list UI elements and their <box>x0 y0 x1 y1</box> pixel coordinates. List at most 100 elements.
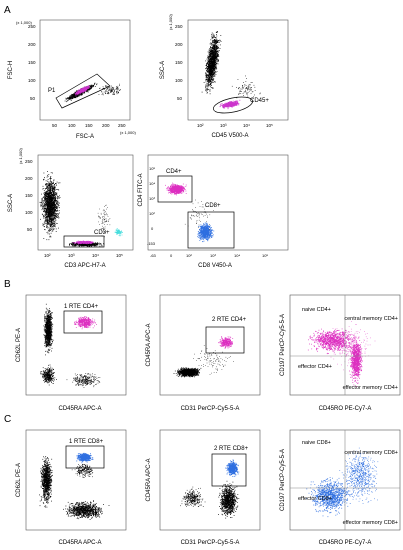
event-dot <box>248 88 250 90</box>
event-dot <box>79 90 81 91</box>
event-dot <box>207 63 208 65</box>
event-dot <box>48 184 50 185</box>
event-dot <box>105 93 106 94</box>
event-dot <box>215 65 217 67</box>
event-dot <box>212 63 214 65</box>
event-dot <box>91 87 92 89</box>
event-dot <box>51 185 53 187</box>
event-dot <box>47 206 48 208</box>
event-dot <box>217 54 219 55</box>
event-dot <box>83 88 84 90</box>
event-dot <box>45 195 47 197</box>
event-dot <box>46 227 47 228</box>
event-dot <box>243 87 244 89</box>
event-dot <box>205 73 207 75</box>
event-dot <box>42 214 44 215</box>
event-dot <box>219 48 221 49</box>
event-dot <box>223 107 225 109</box>
event-dot <box>213 34 215 36</box>
event-dot <box>210 76 212 78</box>
event-dot <box>99 242 100 244</box>
event-dot <box>45 212 47 214</box>
event-dot <box>50 204 51 205</box>
event-dot <box>49 216 50 218</box>
event-dot <box>117 88 118 90</box>
event-dot <box>209 48 210 50</box>
event-dot <box>55 184 57 186</box>
event-dot <box>45 218 46 220</box>
event-dot <box>99 87 101 89</box>
event-dot <box>48 207 50 209</box>
event-dot <box>94 86 96 87</box>
event-dot <box>210 74 212 76</box>
event-dot <box>46 239 48 241</box>
event-dot <box>45 205 47 207</box>
event-dot <box>52 205 54 207</box>
event-dot <box>214 61 215 63</box>
event-dot <box>214 36 215 38</box>
event-dot <box>49 204 50 206</box>
event-dot <box>54 186 55 188</box>
event-dot <box>47 179 49 180</box>
event-dot <box>49 193 51 194</box>
event-dot <box>46 213 48 215</box>
event-dot <box>245 75 246 77</box>
event-dot <box>235 104 237 106</box>
event-dot <box>50 214 52 216</box>
event-dot <box>211 54 213 56</box>
event-dot <box>48 194 50 196</box>
event-dot <box>111 91 113 92</box>
event-dot <box>110 89 112 91</box>
event-dot <box>207 70 209 72</box>
event-dot <box>244 91 246 92</box>
event-dot <box>43 211 45 212</box>
event-dot <box>77 92 78 94</box>
event-dot <box>47 201 48 203</box>
event-dot <box>214 53 216 55</box>
event-dot <box>74 97 76 98</box>
event-dot <box>211 76 213 77</box>
event-dot <box>207 77 208 78</box>
event-dot <box>94 83 95 84</box>
event-dot <box>56 181 58 183</box>
event-dot <box>230 101 232 103</box>
event-dot <box>214 70 215 71</box>
event-dot <box>75 96 77 98</box>
event-dot <box>64 100 66 102</box>
event-dot <box>50 229 52 230</box>
event-dot <box>116 92 117 93</box>
event-dot <box>213 53 214 55</box>
event-dot <box>52 230 54 232</box>
event-dot <box>48 191 50 193</box>
event-dot <box>251 82 253 83</box>
event-dot <box>75 93 77 94</box>
plot-frame <box>37 154 134 251</box>
event-dot <box>56 201 58 203</box>
event-dot <box>110 92 112 93</box>
event-dot <box>213 81 215 83</box>
event-dot <box>46 176 48 178</box>
event-dot <box>69 97 70 99</box>
event-dot <box>247 92 249 93</box>
event-dot <box>211 61 213 63</box>
event-dot <box>217 61 219 62</box>
event-dot <box>47 231 49 233</box>
event-dot <box>74 95 75 96</box>
event-dot <box>44 198 46 199</box>
event-dot <box>54 206 56 208</box>
event-dot <box>81 88 82 90</box>
event-dot <box>51 226 53 228</box>
event-dot <box>98 94 100 95</box>
event-dot <box>214 70 215 72</box>
event-dot <box>241 88 243 90</box>
event-dot <box>112 89 113 91</box>
event-dot <box>52 206 54 208</box>
event-dot <box>207 78 209 80</box>
event-dot <box>44 208 46 209</box>
event-dot <box>48 211 50 213</box>
event-dot <box>54 226 55 227</box>
event-dot <box>211 56 213 57</box>
event-dot <box>49 183 51 185</box>
event-dot <box>215 45 217 47</box>
event-dot <box>50 189 52 190</box>
